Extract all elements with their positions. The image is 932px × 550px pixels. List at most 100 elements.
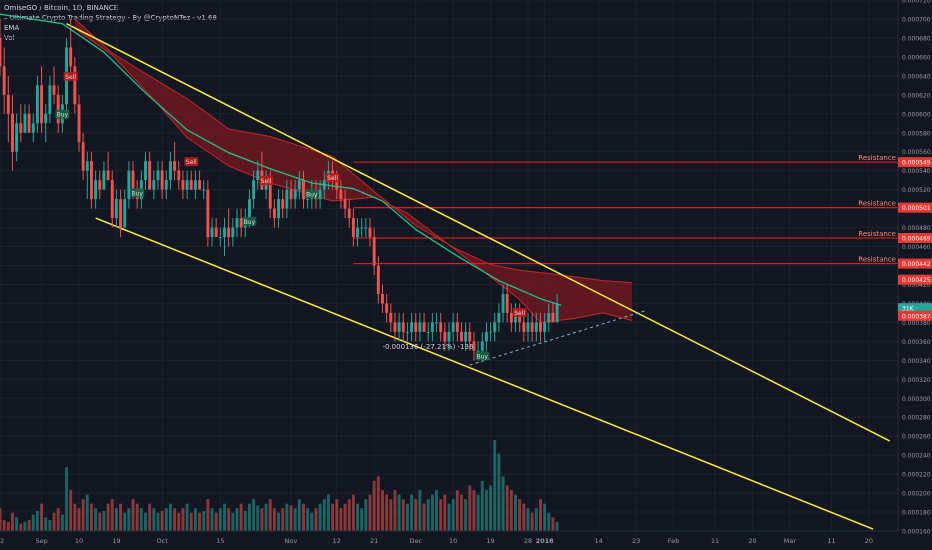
signal-text: Buy xyxy=(244,219,256,226)
x-tick-label: 14 xyxy=(595,537,603,545)
candle xyxy=(360,218,364,238)
y-tick-label: 0.000260 xyxy=(902,434,931,441)
candle-body xyxy=(218,237,222,239)
candle-body xyxy=(405,331,409,333)
candle-body xyxy=(19,123,23,133)
price-tag-box xyxy=(898,310,932,321)
volume-bar xyxy=(381,490,384,531)
y-tick-label: 0.000460 xyxy=(902,244,931,251)
signal-box xyxy=(304,189,319,199)
candle xyxy=(339,180,343,209)
candle xyxy=(156,161,160,190)
candle xyxy=(168,151,172,190)
volume-bar xyxy=(247,503,251,531)
candle-body xyxy=(210,227,214,238)
candle xyxy=(551,303,555,323)
y-tick-label: 0.000720 xyxy=(902,0,931,5)
x-tick-label: Mar xyxy=(784,537,797,545)
volume-bar xyxy=(223,503,226,531)
candle-body xyxy=(468,331,472,342)
volume-bar xyxy=(455,490,459,531)
x-tick-label: 11 xyxy=(827,537,835,545)
x-tick-label: 23 xyxy=(632,537,640,545)
candle xyxy=(443,322,447,351)
candle xyxy=(19,104,23,143)
candle-body xyxy=(347,208,351,219)
candle xyxy=(160,161,164,200)
volume-bar xyxy=(239,503,243,531)
x-tick-label: Sep xyxy=(35,537,47,545)
candle-body xyxy=(389,312,393,323)
candle-body xyxy=(522,322,526,332)
volume-bar xyxy=(252,499,256,531)
y-tick-label: 0.000660 xyxy=(902,54,931,61)
candle xyxy=(73,56,77,114)
trendlines xyxy=(66,23,891,530)
y-tick-label: 0.000600 xyxy=(902,111,931,118)
price-tag-text: 0.000442 xyxy=(902,261,931,268)
candle-body xyxy=(181,180,185,190)
volume-bar xyxy=(460,494,463,531)
volume-bar xyxy=(65,467,68,531)
candle xyxy=(52,66,56,105)
candle-body xyxy=(356,227,359,238)
volume-bar xyxy=(489,485,493,531)
sell-signal: Sell xyxy=(259,176,274,186)
candle-body xyxy=(272,208,276,219)
candle xyxy=(468,322,472,351)
candle-body xyxy=(239,218,243,228)
grid xyxy=(0,0,898,532)
candle xyxy=(447,322,451,351)
candle-body xyxy=(277,199,281,219)
candle-body xyxy=(189,180,193,190)
volume-bar xyxy=(27,520,31,531)
signal-box xyxy=(55,109,70,119)
volume-bar xyxy=(198,512,202,531)
candle-body xyxy=(551,312,555,323)
buy-signal: Buy xyxy=(242,216,257,226)
candle xyxy=(356,218,359,247)
signal-box xyxy=(512,307,527,317)
candle-body xyxy=(281,199,285,209)
signal-box xyxy=(475,351,490,361)
candle xyxy=(530,312,534,342)
sell-signal: Sell xyxy=(512,307,527,317)
volume-bar xyxy=(389,499,393,531)
candle-body xyxy=(514,312,517,323)
price-tag-text: 0.000549 xyxy=(902,160,931,167)
candle-body xyxy=(489,331,493,333)
candle-body xyxy=(476,350,480,352)
candle xyxy=(185,170,189,200)
candle-body xyxy=(144,161,147,181)
volume-bar xyxy=(360,508,364,531)
candle-body xyxy=(227,227,231,238)
candle-body xyxy=(430,322,434,332)
volume-bar xyxy=(90,503,93,531)
candle-body xyxy=(297,180,301,190)
candle xyxy=(227,208,231,247)
volume-bar xyxy=(152,508,156,531)
candle xyxy=(214,218,218,238)
candle-body xyxy=(185,180,189,190)
sell-signal: Sell xyxy=(184,157,199,167)
candle xyxy=(526,312,530,342)
candle xyxy=(106,151,110,181)
price-tag: 0.000549 xyxy=(898,157,932,168)
volume-bar xyxy=(156,512,160,531)
candle xyxy=(256,161,260,190)
volume-bar xyxy=(148,503,152,531)
candle-body xyxy=(160,170,164,190)
candle xyxy=(48,75,52,124)
candle xyxy=(381,284,384,313)
volume-bar xyxy=(85,494,89,531)
candle xyxy=(435,312,438,332)
candle xyxy=(493,312,497,342)
volume-bar xyxy=(526,508,530,531)
volume-bar xyxy=(497,453,501,531)
volume-bar xyxy=(256,505,260,531)
x-tick-label: 21 xyxy=(370,537,378,545)
candle-body xyxy=(472,341,476,351)
candle xyxy=(368,218,372,247)
volume-bar xyxy=(509,490,513,531)
